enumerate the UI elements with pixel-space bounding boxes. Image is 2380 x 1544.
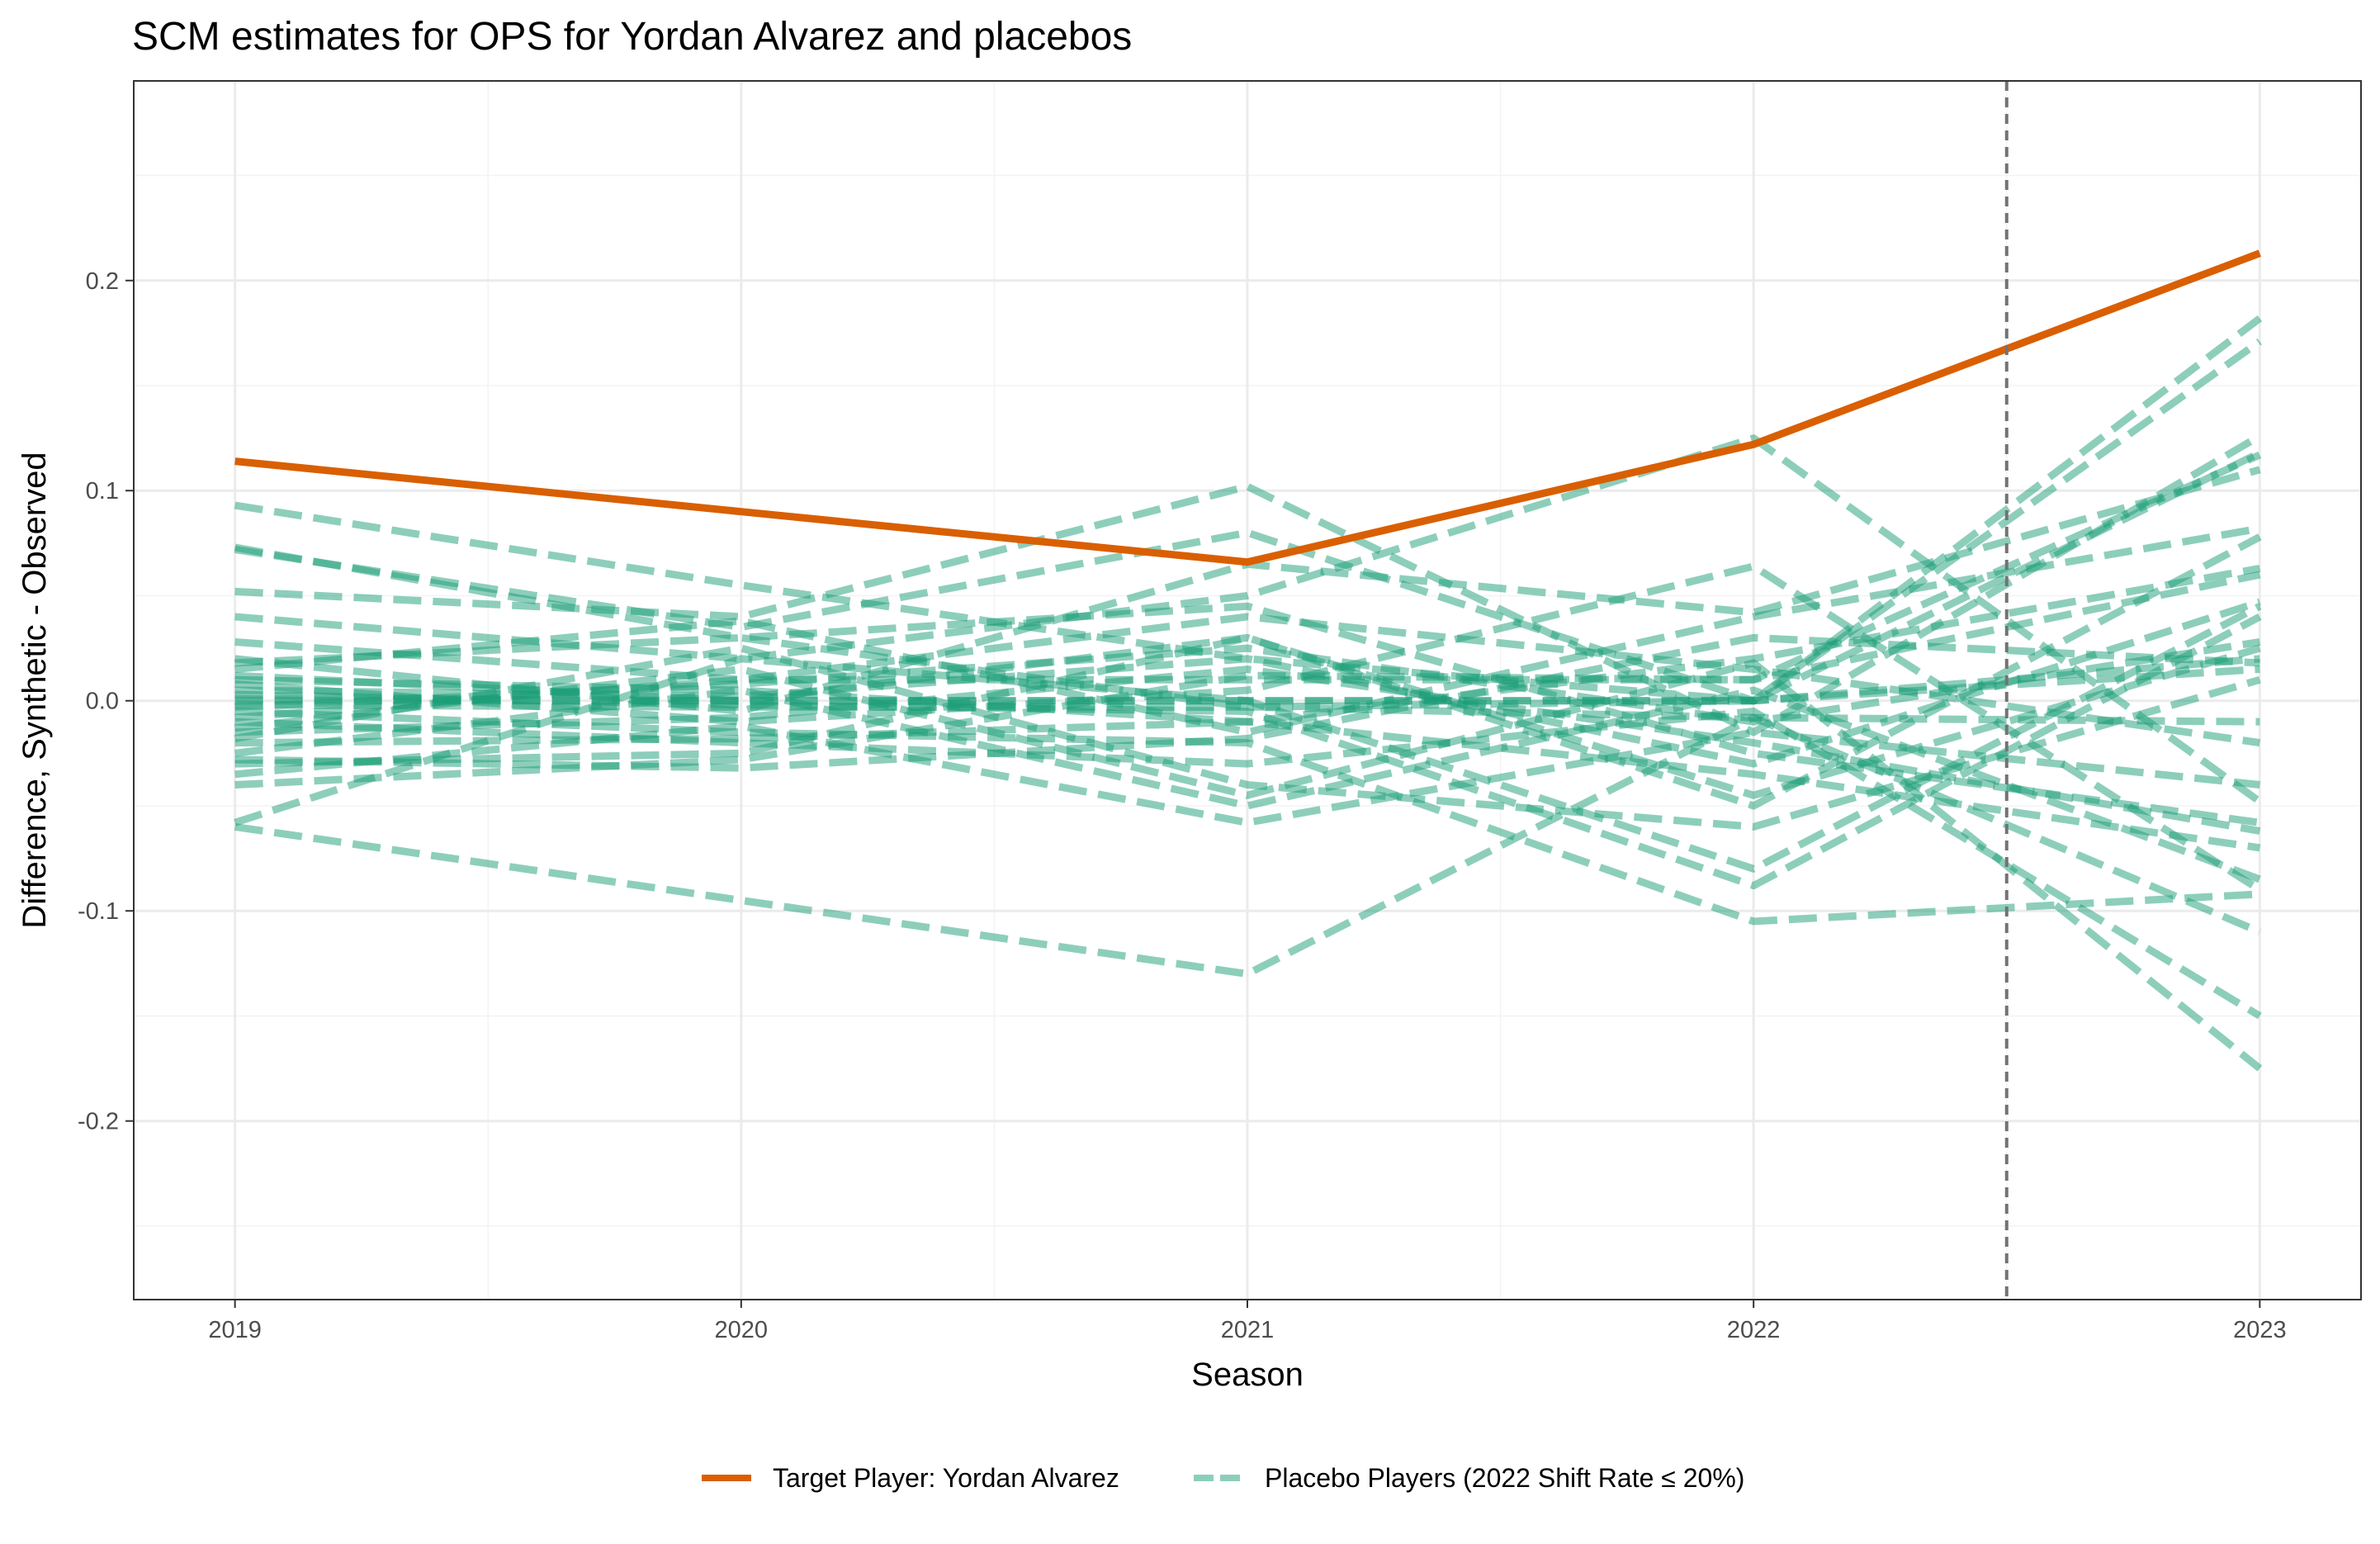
x-tick-label: 2021 bbox=[1221, 1317, 1275, 1343]
x-tick-label: 2020 bbox=[715, 1317, 769, 1343]
placebo-line-6 bbox=[234, 451, 2262, 684]
x-tick-label: 2022 bbox=[1727, 1317, 1781, 1343]
placebo-lines bbox=[234, 315, 2263, 1072]
placebo-line-32 bbox=[234, 633, 2260, 772]
y-tick-label: -0.2 bbox=[78, 1109, 119, 1135]
placebo-line-16 bbox=[234, 701, 2260, 726]
y-tick-label: 0.1 bbox=[86, 478, 119, 504]
chart-title: SCM estimates for OPS for Yordan Alvarez… bbox=[132, 15, 1132, 59]
placebo-line-29 bbox=[234, 713, 2262, 978]
x-axis-ticks: 2019 2020 2021 2022 2023 bbox=[208, 1300, 2287, 1343]
placebo-line-1 bbox=[234, 449, 2262, 705]
placebo-line-30 bbox=[234, 603, 2262, 873]
target-line bbox=[234, 249, 2261, 566]
placebo-line-4 bbox=[234, 433, 2262, 736]
legend-label-target: Target Player: Yordan Alvarez bbox=[773, 1463, 1119, 1493]
placebo-line-31 bbox=[234, 602, 2260, 826]
placebo-line-20 bbox=[234, 707, 2262, 1020]
target-line-group bbox=[234, 249, 2261, 566]
x-tick-label: 2023 bbox=[2233, 1317, 2287, 1343]
placebo-line-8 bbox=[234, 524, 2261, 736]
x-tick-label: 2019 bbox=[208, 1317, 262, 1343]
y-tick-label: 0.2 bbox=[86, 268, 119, 295]
legend-label-placebo: Placebo Players (2022 Shift Rate ≤ 20%) bbox=[1265, 1463, 1744, 1493]
placebo-line-3 bbox=[234, 338, 2262, 705]
y-axis-ticks: -0.2 -0.1 0.0 0.1 0.2 bbox=[78, 268, 134, 1135]
legend: Target Player: Yordan Alvarez Placebo Pl… bbox=[702, 1463, 1744, 1493]
y-tick-label: 0.0 bbox=[86, 689, 119, 715]
y-tick-label: -0.1 bbox=[78, 898, 119, 925]
placebo-line-22 bbox=[234, 665, 2261, 835]
x-axis-title: Season bbox=[1191, 1357, 1304, 1393]
y-axis-title: Difference, Synthetic - Observed bbox=[17, 452, 53, 928]
placebo-line-27 bbox=[234, 722, 2260, 826]
